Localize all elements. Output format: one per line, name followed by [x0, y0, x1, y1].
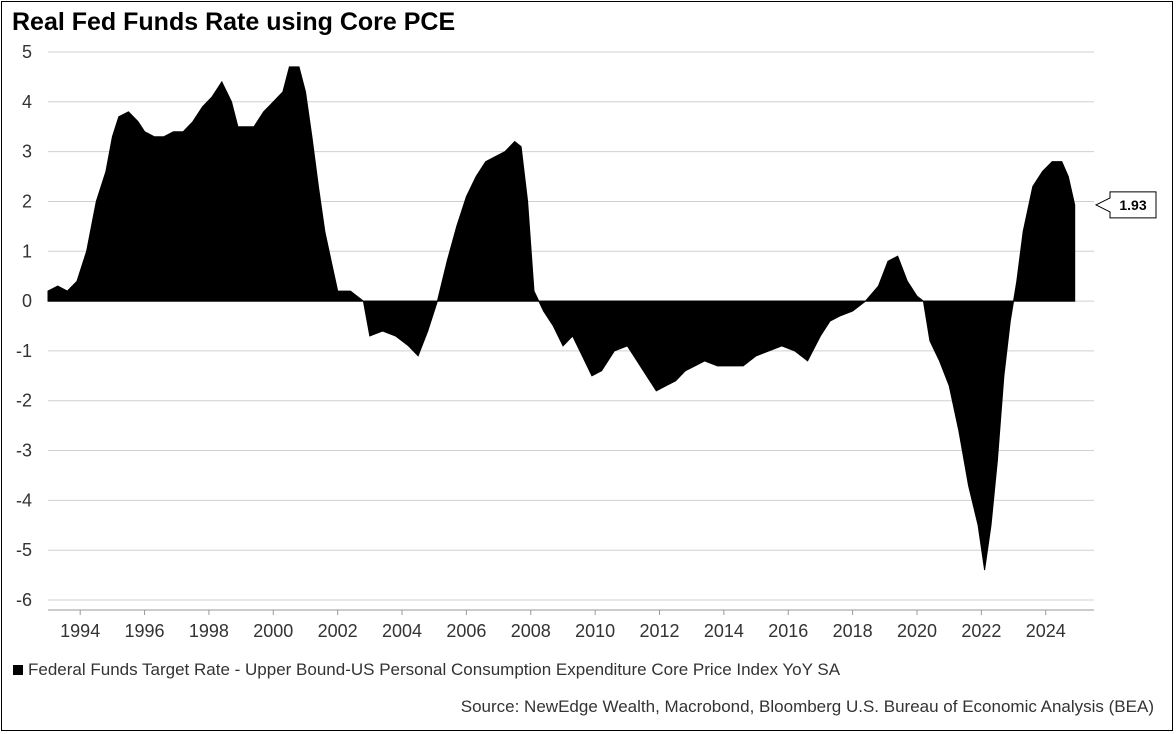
- y-tick-label: 5: [22, 42, 32, 62]
- y-tick-label: -4: [16, 490, 32, 510]
- x-tick-label: 2014: [704, 621, 744, 641]
- x-axis: 1994 1996 1998 2000 2002 2004 2006 2008 2010 2012…: [48, 609, 1094, 641]
- callout-box: [1094, 191, 1157, 219]
- series-area: [47, 66, 1076, 571]
- x-tick-label: 2018: [833, 621, 873, 641]
- y-tick-label: 3: [22, 142, 32, 162]
- x-tick-label: 1994: [60, 621, 100, 641]
- x-tick-label: 2024: [1026, 621, 1066, 641]
- y-tick-label: 0: [22, 291, 32, 311]
- y-tick-label: -5: [16, 540, 32, 560]
- y-tick-label: -3: [16, 441, 32, 461]
- source-note: Source: NewEdge Wealth, Macrobond, Bloom…: [460, 697, 1154, 716]
- x-tick-label: 2002: [318, 621, 358, 641]
- x-tick-label: 1998: [189, 621, 229, 641]
- x-tick-label: 2004: [382, 621, 422, 641]
- callout-value: 1.93: [1119, 197, 1146, 213]
- x-tick-label: 1996: [125, 621, 165, 641]
- x-tick-label: 2016: [768, 621, 808, 641]
- y-axis: 5 4 3 2 1 0 -1 -2 -3 -4 -5 -6: [16, 42, 32, 610]
- legend: Federal Funds Target Rate - Upper Bound-…: [13, 660, 840, 680]
- y-tick-label: 2: [22, 191, 32, 211]
- y-tick-label: -6: [16, 590, 32, 610]
- x-tick-label: 2010: [575, 621, 615, 641]
- last-value-callout: 1.93: [1094, 191, 1157, 219]
- y-tick-label: -1: [16, 341, 32, 361]
- x-tick-label: 2008: [511, 621, 551, 641]
- y-tick-label: -2: [16, 391, 32, 411]
- y-tick-label: 4: [22, 92, 32, 112]
- x-tick-label: 2022: [961, 621, 1001, 641]
- x-tick-label: 2000: [253, 621, 293, 641]
- x-tick-label: 2020: [897, 621, 937, 641]
- x-tick-label: 2006: [446, 621, 486, 641]
- legend-swatch: [13, 665, 23, 675]
- legend-label: Federal Funds Target Rate - Upper Bound-…: [28, 660, 841, 679]
- data-area: [47, 66, 1076, 571]
- y-tick-label: 1: [22, 241, 32, 261]
- chart-title: Real Fed Funds Rate using Core PCE: [12, 8, 456, 36]
- x-tick-label: 2012: [639, 621, 679, 641]
